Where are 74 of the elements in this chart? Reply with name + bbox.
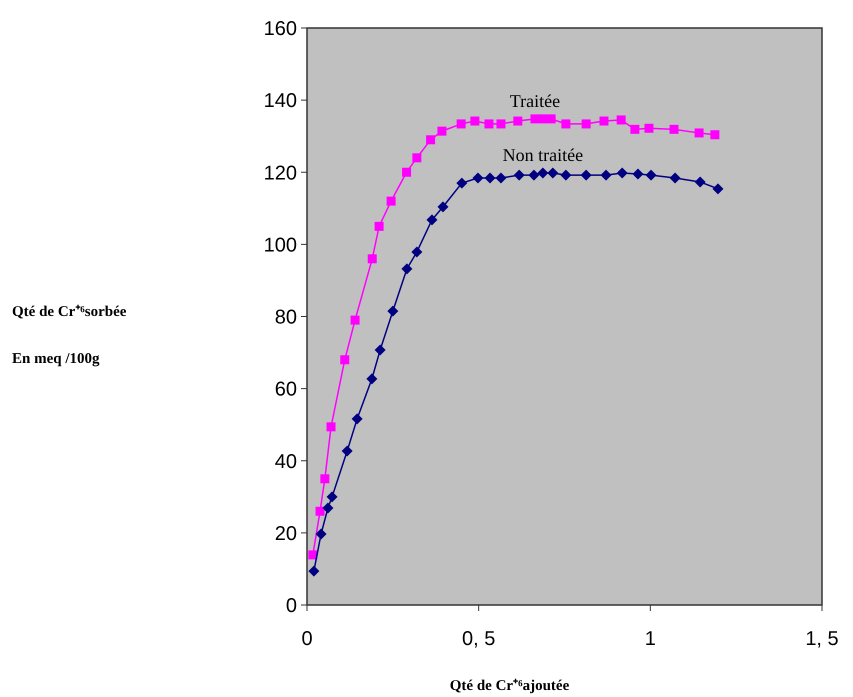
y-tick-label: 60: [274, 378, 297, 401]
point: [316, 506, 325, 516]
point: [350, 316, 360, 325]
point: [582, 119, 591, 128]
text: Qté de Cr⁺⁶sorbée En meq /100g: [12, 304, 126, 367]
point: [368, 254, 377, 264]
y-tick-label: 140: [264, 90, 297, 112]
point: [366, 373, 378, 384]
point: [437, 201, 448, 212]
point: [401, 263, 412, 274]
point: [600, 170, 612, 181]
point: [514, 170, 525, 181]
point: [644, 124, 654, 133]
point: [456, 119, 466, 128]
point: [670, 172, 681, 184]
point: [537, 167, 548, 178]
point: [326, 422, 336, 432]
series-label: Traitée: [510, 90, 560, 111]
point: [694, 128, 704, 138]
point: [646, 170, 657, 181]
point: [326, 491, 338, 502]
y-tick-label: 120: [264, 162, 297, 184]
series-label: Non traitée: [502, 144, 584, 165]
y-tick-label: 80: [274, 306, 297, 328]
point: [694, 176, 706, 188]
point: [426, 214, 438, 226]
point: [495, 172, 506, 184]
point: [352, 413, 363, 424]
point: [670, 124, 679, 134]
point: [580, 170, 592, 181]
point: [712, 183, 724, 194]
point: [320, 474, 330, 484]
point: [560, 170, 572, 181]
point: [374, 344, 386, 356]
point: [599, 116, 608, 126]
point: [411, 246, 422, 258]
point: [374, 222, 384, 231]
point: [710, 130, 720, 140]
x-tick-label: 1: [644, 628, 656, 650]
point: [387, 306, 398, 317]
x-tick-label: 0: [301, 628, 313, 650]
point: [340, 355, 350, 364]
point: [484, 119, 494, 128]
point: [470, 116, 480, 126]
point: [632, 168, 644, 180]
point: [386, 196, 396, 206]
x-axis-title: Qté de Cr⁺⁶ajoutée: [450, 678, 570, 694]
point: [456, 178, 468, 189]
y-tick-label: 160: [264, 18, 297, 40]
y-tick-label: 0: [286, 595, 297, 617]
x-tick-label: 0, 5: [462, 628, 496, 650]
point: [308, 566, 320, 577]
point: [546, 114, 556, 124]
point: [412, 153, 422, 162]
point: [342, 446, 353, 457]
point: [402, 168, 412, 177]
point: [561, 119, 570, 128]
point: [484, 172, 496, 184]
y-tick-label: 20: [274, 522, 297, 545]
x-tick-label: 1, 5: [805, 628, 839, 650]
y-tick-label: 100: [264, 234, 297, 256]
point: [547, 167, 558, 178]
point: [616, 115, 626, 124]
point: [496, 119, 506, 128]
point: [316, 528, 327, 540]
point: [437, 126, 446, 136]
point: [472, 172, 484, 184]
point: [616, 167, 628, 178]
point: [322, 502, 334, 514]
point: [630, 124, 640, 134]
point: [426, 135, 436, 144]
point: [528, 170, 540, 181]
y-tick-label: 40: [274, 450, 297, 473]
point: [513, 116, 522, 126]
